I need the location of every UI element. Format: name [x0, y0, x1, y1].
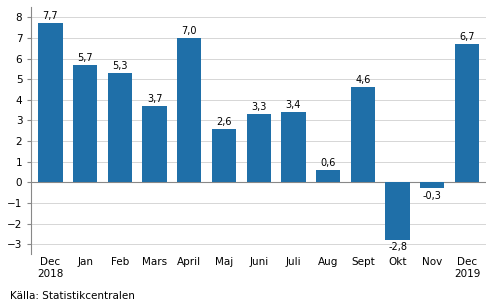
Bar — [107, 73, 132, 182]
Bar — [282, 112, 306, 182]
Text: 5,7: 5,7 — [77, 53, 93, 63]
Text: 4,6: 4,6 — [355, 75, 371, 85]
Bar — [177, 38, 202, 182]
Bar — [38, 23, 63, 182]
Text: -0,3: -0,3 — [423, 191, 442, 201]
Text: 3,3: 3,3 — [251, 102, 266, 112]
Bar — [246, 114, 271, 182]
Bar — [351, 87, 375, 182]
Bar — [455, 44, 479, 182]
Text: 0,6: 0,6 — [320, 158, 336, 168]
Bar — [212, 129, 236, 182]
Bar — [316, 170, 340, 182]
Text: 7,7: 7,7 — [42, 11, 58, 21]
Text: 2,6: 2,6 — [216, 116, 232, 126]
Text: 5,3: 5,3 — [112, 61, 128, 71]
Bar — [73, 65, 97, 182]
Text: Källa: Statistikcentralen: Källa: Statistikcentralen — [10, 291, 135, 301]
Bar — [420, 182, 444, 188]
Text: 6,7: 6,7 — [459, 32, 475, 42]
Bar — [142, 106, 167, 182]
Text: 7,0: 7,0 — [181, 26, 197, 36]
Text: 3,4: 3,4 — [286, 100, 301, 110]
Text: -2,8: -2,8 — [388, 242, 407, 252]
Text: 3,7: 3,7 — [147, 94, 162, 104]
Bar — [386, 182, 410, 240]
